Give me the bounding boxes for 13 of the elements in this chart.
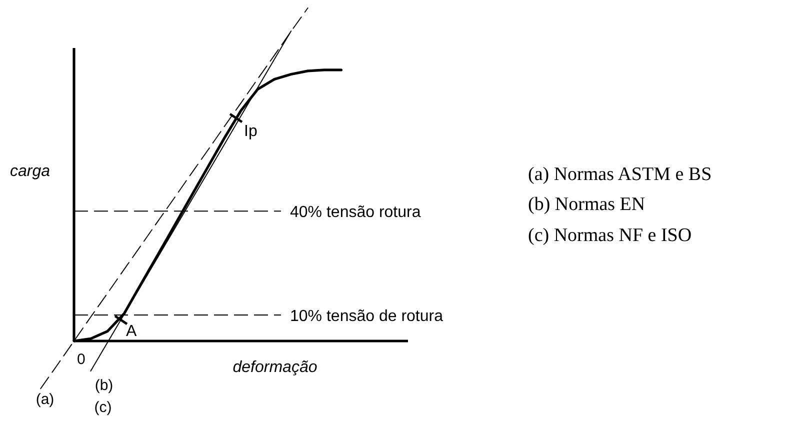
annotation: 0 [77, 351, 86, 368]
annotation: Ip [244, 123, 258, 140]
annotation: A [126, 323, 137, 340]
ref-line-label: 10% tensão de rotura [290, 308, 444, 326]
ref-line-label: 40% tensão rotura [290, 204, 421, 222]
text: (c) Normas NF e ISO [528, 225, 692, 246]
text: (a) Normas ASTM e BS [528, 164, 712, 185]
text: (b) Normas EN [528, 194, 646, 215]
annotation: (b) [94, 377, 114, 394]
y-axis-title: carga [10, 163, 50, 180]
text: (c) [94, 399, 112, 416]
text: (a) [36, 391, 54, 408]
x-axis-title: deformação [232, 359, 318, 376]
